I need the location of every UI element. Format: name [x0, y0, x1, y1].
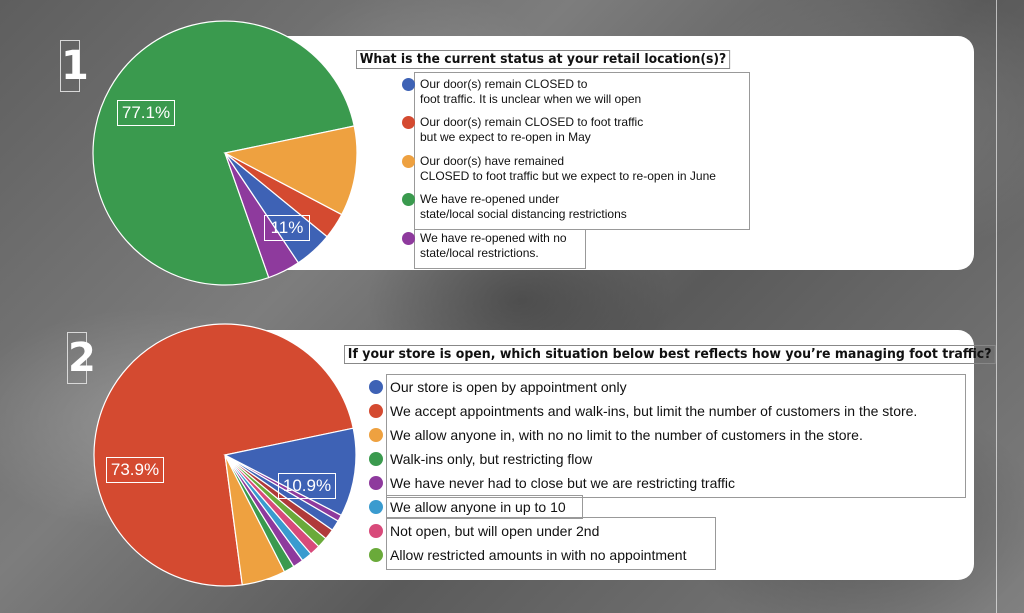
legend-label: We have re-opened under state/local soci…	[420, 192, 627, 221]
legend-item: Our store is open by appointment only	[369, 379, 627, 396]
legend-item: We have re-opened under state/local soci…	[402, 192, 627, 222]
legend-label: We have never had to close but we are re…	[390, 475, 735, 491]
legend-frame	[386, 374, 966, 498]
slice-percent-label: 10.9%	[278, 473, 336, 499]
legend-item: Our door(s) remain CLOSED to foot traffi…	[402, 115, 643, 145]
legend-swatch	[369, 500, 383, 514]
divider-line	[996, 0, 997, 613]
legend-item: Allow restricted amounts in with no appo…	[369, 547, 686, 564]
legend-swatch	[402, 232, 415, 245]
legend-label: Walk-ins only, but restricting flow	[390, 451, 593, 467]
legend-label: We have re-opened with no state/local re…	[420, 231, 567, 260]
legend-item: We have re-opened with no state/local re…	[402, 231, 567, 261]
legend-label: We allow anyone in up to 10	[390, 499, 566, 515]
legend-frame	[386, 517, 716, 570]
chart-title: If your store is open, which situation b…	[344, 345, 996, 364]
legend-frame	[414, 229, 586, 269]
legend-label: Not open, but will open under 2nd	[390, 523, 600, 539]
legend-swatch	[369, 524, 383, 538]
legend-label: Our door(s) have remained CLOSED to foot…	[420, 154, 716, 183]
legend-label: Allow restricted amounts in with no appo…	[390, 547, 687, 563]
slice-percent-label: 77.1%	[117, 100, 175, 126]
pie-slice	[92, 20, 355, 286]
slice-percent-label: 73.9%	[106, 457, 164, 483]
pie-slice	[93, 323, 354, 587]
legend-swatch	[402, 116, 415, 129]
legend-item: We allow anyone in, with no no limit to …	[369, 427, 863, 444]
legend-swatch	[402, 155, 415, 168]
chart-title: What is the current status at your retai…	[356, 50, 731, 69]
legend-item: We allow anyone in up to 10	[369, 499, 566, 516]
legend-item: Walk-ins only, but restricting flow	[369, 451, 592, 468]
legend-item: Not open, but will open under 2nd	[369, 523, 599, 540]
legend-swatch	[369, 404, 383, 418]
legend-label: Our door(s) remain CLOSED to foot traffi…	[420, 115, 644, 144]
legend-item: Our door(s) have remained CLOSED to foot…	[402, 154, 716, 184]
slice-percent-label: 11%	[264, 215, 310, 241]
legend-label: Our store is open by appointment only	[390, 379, 627, 395]
legend-swatch	[369, 452, 383, 466]
legend-swatch	[369, 476, 383, 490]
legend-swatch	[369, 548, 383, 562]
legend-label: We accept appointments and walk-ins, but…	[390, 403, 918, 419]
legend-swatch	[402, 78, 415, 91]
legend-item: We have never had to close but we are re…	[369, 475, 735, 492]
legend-frame	[386, 495, 583, 519]
pie-slice	[223, 427, 357, 517]
pie-slice	[223, 125, 358, 216]
legend-swatch	[402, 193, 415, 206]
legend-swatch	[369, 428, 383, 442]
legend-label: Our door(s) remain CLOSED to foot traffi…	[420, 77, 642, 106]
legend-item: We accept appointments and walk-ins, but…	[369, 403, 917, 420]
legend-swatch	[369, 380, 383, 394]
legend-label: We allow anyone in, with no no limit to …	[390, 427, 863, 443]
legend-item: Our door(s) remain CLOSED to foot traffi…	[402, 77, 641, 107]
